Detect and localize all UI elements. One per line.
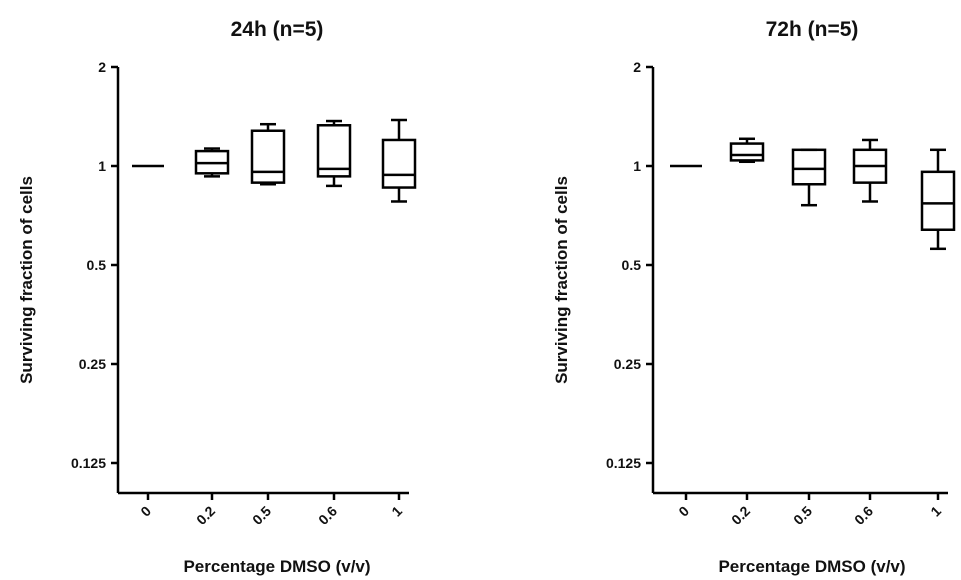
iqr-box bbox=[250, 129, 286, 184]
x-tick-label: 0.2 bbox=[193, 503, 218, 528]
x-tick-label: 0.5 bbox=[249, 503, 274, 528]
panel-72h: 72h (n=5) 2 1 0.5 0.25 0.125 0 0.2 0.5 0.6 1 Percen… bbox=[552, 18, 956, 576]
y-tick-label: 1 bbox=[633, 158, 641, 174]
x-tick-label: 1 bbox=[927, 503, 944, 520]
chart-title: 72h (n=5) bbox=[766, 18, 859, 41]
panel-24h: 24h (n=5) 2 1 0.5 0.25 0.125 0 0.2 0.5 0.6 1 Percen… bbox=[17, 18, 417, 576]
box-plot-0.2 bbox=[729, 137, 765, 164]
box-plot-0.5 bbox=[250, 122, 286, 186]
box-plot-1 bbox=[381, 118, 417, 203]
iqr-box bbox=[729, 142, 765, 162]
x-tick-label: 0.5 bbox=[790, 503, 815, 528]
y-tick-label: 1 bbox=[98, 158, 106, 174]
box-plot-0.6 bbox=[852, 138, 888, 203]
y-tick-label: 0.125 bbox=[71, 455, 106, 471]
y-tick-label: 0.5 bbox=[87, 257, 107, 273]
x-tick-label: 1 bbox=[388, 503, 405, 520]
y-tick-label: 0.125 bbox=[606, 455, 641, 471]
y-axis-label: Surviving fraction of cells bbox=[17, 176, 36, 384]
x-axis-label: Percentage DMSO (v/v) bbox=[183, 557, 370, 576]
iqr-box bbox=[920, 170, 956, 231]
chart-title: 24h (n=5) bbox=[231, 18, 324, 41]
iqr-box bbox=[791, 148, 827, 186]
x-tick-label: 0 bbox=[137, 503, 154, 520]
y-tick-label: 2 bbox=[98, 59, 106, 75]
x-tick-label: 0.2 bbox=[728, 503, 753, 528]
box-plot-1 bbox=[920, 148, 956, 251]
x-axis-label: Percentage DMSO (v/v) bbox=[718, 557, 905, 576]
y-tick-label: 2 bbox=[633, 59, 641, 75]
box-plot-0.5 bbox=[791, 148, 827, 207]
iqr-box bbox=[381, 138, 417, 189]
box-plot-0.2 bbox=[194, 147, 230, 178]
y-tick-label: 0.5 bbox=[622, 257, 642, 273]
iqr-box bbox=[316, 124, 352, 178]
y-axis-label: Surviving fraction of cells bbox=[552, 176, 571, 384]
x-tick-label: 0.6 bbox=[315, 503, 340, 528]
x-tick-label: 0 bbox=[675, 503, 692, 520]
x-tick-label: 0.6 bbox=[851, 503, 876, 528]
box-plot-0.6 bbox=[316, 119, 352, 188]
y-tick-label: 0.25 bbox=[79, 356, 106, 372]
y-tick-label: 0.25 bbox=[614, 356, 641, 372]
